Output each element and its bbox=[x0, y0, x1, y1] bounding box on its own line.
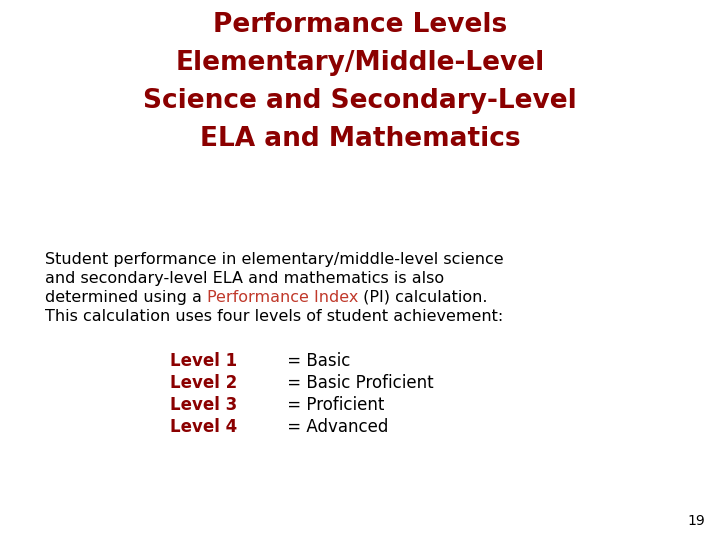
Text: Level 4: Level 4 bbox=[170, 418, 238, 436]
Text: = Basic: = Basic bbox=[282, 352, 351, 370]
Text: determined using a: determined using a bbox=[45, 290, 207, 305]
Text: and secondary-level ELA and mathematics is also: and secondary-level ELA and mathematics … bbox=[45, 271, 444, 286]
Text: This calculation uses four levels of student achievement:: This calculation uses four levels of stu… bbox=[45, 309, 503, 324]
Text: (PI) calculation.: (PI) calculation. bbox=[359, 290, 488, 305]
Text: Level 1: Level 1 bbox=[170, 352, 237, 370]
Text: = Advanced: = Advanced bbox=[282, 418, 388, 436]
Text: Level 2: Level 2 bbox=[170, 374, 238, 392]
Text: = Proficient: = Proficient bbox=[282, 396, 384, 414]
Text: = Basic Proficient: = Basic Proficient bbox=[282, 374, 433, 392]
Text: 19: 19 bbox=[688, 514, 705, 528]
Text: Student performance in elementary/middle-level science: Student performance in elementary/middle… bbox=[45, 252, 503, 267]
Text: Performance Levels
Elementary/Middle-Level
Science and Secondary-Level
ELA and M: Performance Levels Elementary/Middle-Lev… bbox=[143, 12, 577, 152]
Text: Level 3: Level 3 bbox=[170, 396, 238, 414]
Text: Performance Index: Performance Index bbox=[207, 290, 359, 305]
